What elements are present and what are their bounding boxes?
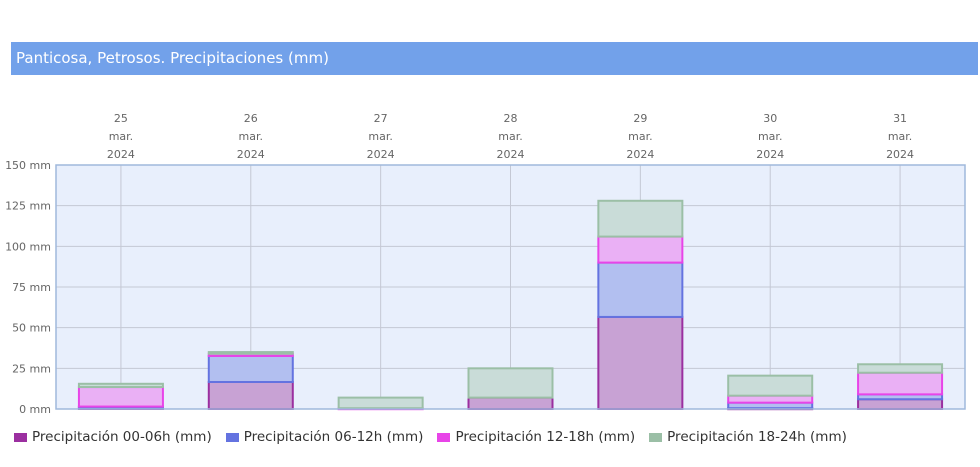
x-tick-label: 25 bbox=[114, 112, 128, 125]
chart-title: Panticosa, Petrosos. Precipitaciones (mm… bbox=[11, 42, 978, 75]
y-tick-label: 75 mm bbox=[12, 281, 51, 294]
bar-segment bbox=[857, 398, 944, 410]
x-tick-label: mar. bbox=[109, 130, 133, 143]
x-tick-label: 2024 bbox=[497, 148, 525, 161]
legend-item[interactable]: Precipitación 12-18h (mm) bbox=[437, 429, 635, 445]
bar-segment bbox=[597, 199, 684, 238]
x-tick-label: mar. bbox=[368, 130, 392, 143]
x-tick-label: mar. bbox=[888, 130, 912, 143]
x-tick-label: 29 bbox=[633, 112, 647, 125]
x-tick-label: 2024 bbox=[886, 148, 914, 161]
x-tick-label: 30 bbox=[763, 112, 777, 125]
x-tick-label: 28 bbox=[504, 112, 518, 125]
legend-swatch bbox=[225, 432, 239, 442]
bar-segment bbox=[467, 367, 554, 399]
legend-label: Precipitación 00-06h (mm) bbox=[32, 429, 212, 445]
bar-segment bbox=[207, 354, 294, 383]
bar-segment bbox=[857, 363, 944, 374]
y-tick-label: 100 mm bbox=[5, 240, 51, 253]
x-tick-label: 31 bbox=[893, 112, 907, 125]
plot-border bbox=[55, 164, 966, 410]
legend-label: Precipitación 12-18h (mm) bbox=[455, 429, 636, 445]
x-tick-label: 2024 bbox=[756, 148, 784, 161]
bar-segment bbox=[597, 315, 684, 410]
bar-segment bbox=[77, 382, 164, 389]
bar-segment bbox=[727, 394, 814, 404]
x-tick-label: mar. bbox=[628, 130, 652, 143]
bar-segment bbox=[207, 380, 294, 411]
y-tick-label: 0 mm bbox=[19, 403, 51, 416]
bar-segment bbox=[467, 396, 554, 411]
legend-item[interactable]: Precipitación 06-12h (mm) bbox=[225, 429, 424, 445]
bar-segment bbox=[207, 351, 294, 355]
legend-swatch bbox=[14, 432, 27, 442]
legend-item[interactable]: Precipitación 18-24h (mm) bbox=[649, 429, 847, 445]
legend-swatch bbox=[437, 432, 451, 442]
y-tick-label: 25 mm bbox=[12, 362, 51, 375]
legend-swatch bbox=[649, 432, 663, 442]
bar-segment bbox=[727, 374, 814, 397]
y-tick-label: 125 mm bbox=[5, 200, 51, 213]
legend-label: Precipitación 06-12h (mm) bbox=[243, 429, 424, 445]
bar-segment bbox=[597, 235, 684, 264]
x-tick-label: 2024 bbox=[107, 148, 135, 161]
bar-segment bbox=[597, 261, 684, 318]
x-tick-label: 2024 bbox=[367, 148, 395, 161]
x-tick-label: 2024 bbox=[237, 148, 265, 161]
legend-label: Precipitación 18-24h (mm) bbox=[667, 429, 847, 445]
bar-segment bbox=[857, 371, 944, 396]
bar-segment bbox=[77, 386, 164, 408]
y-tick-label: 50 mm bbox=[12, 322, 51, 335]
x-tick-label: 26 bbox=[244, 112, 258, 125]
y-tick-label: 150 mm bbox=[5, 159, 51, 172]
x-tick-label: mar. bbox=[758, 130, 782, 143]
x-tick-label: mar. bbox=[239, 130, 263, 143]
legend-item[interactable]: Precipitación 00-06h (mm) bbox=[14, 429, 212, 445]
x-tick-label: mar. bbox=[498, 130, 522, 143]
x-tick-label: 27 bbox=[374, 112, 388, 125]
bar-segment bbox=[337, 396, 424, 410]
x-tick-label: 2024 bbox=[626, 148, 654, 161]
legend: Precipitación 00-06h (mm) Precipitación 0… bbox=[14, 429, 847, 445]
